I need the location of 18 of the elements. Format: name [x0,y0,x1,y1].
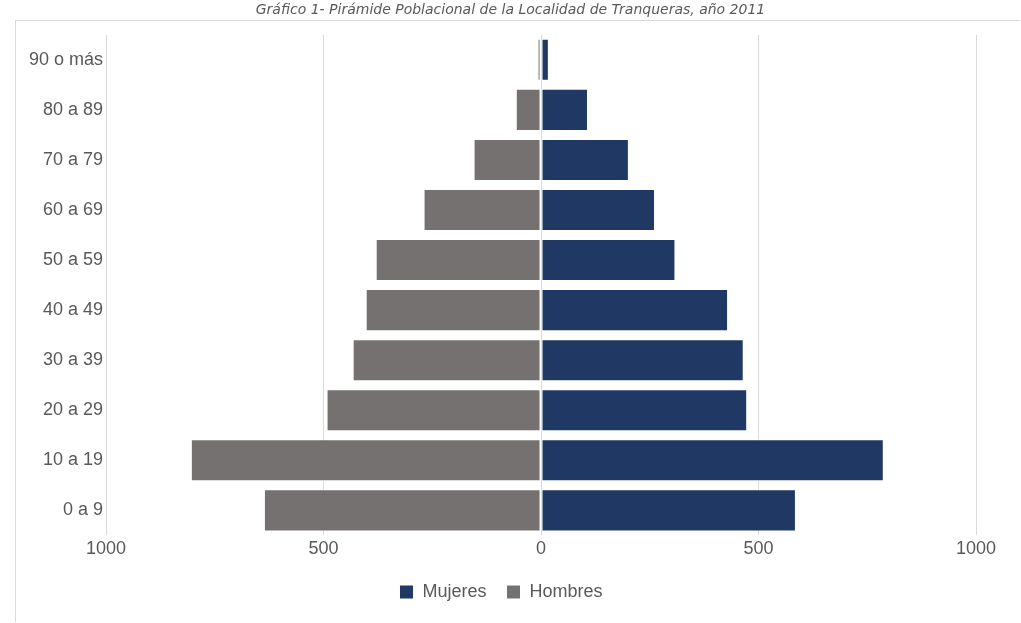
x-tick-label: 500 [308,538,339,559]
y-tick-label: 0 a 9 [62,499,104,520]
y-tick-label: 40 a 49 [42,299,104,320]
y-tick-label: 30 a 39 [42,349,104,370]
y-tick-label: 90 o más [28,48,104,69]
x-tick-label: 500 [743,538,774,559]
y-tick-label: 20 a 29 [42,399,104,420]
y-tick-label: 70 a 79 [42,148,104,169]
y-tick-label: 10 a 19 [42,449,104,470]
x-tick-label: 0 [536,538,547,559]
y-tick-label: 60 a 69 [42,198,104,219]
chart-title: Gráfico 1- Pirámide Poblacional de la Localidad de Tranqueras, año 2011 [254,0,767,18]
y-tick-label: 80 a 89 [42,98,104,119]
y-tick-label: 50 a 59 [42,249,104,270]
legend-label: Mujeres [422,580,487,601]
x-tick-label: 1000 [955,538,997,559]
legend-label: Hombres [529,580,603,601]
x-tick-label: 1000 [86,538,127,559]
